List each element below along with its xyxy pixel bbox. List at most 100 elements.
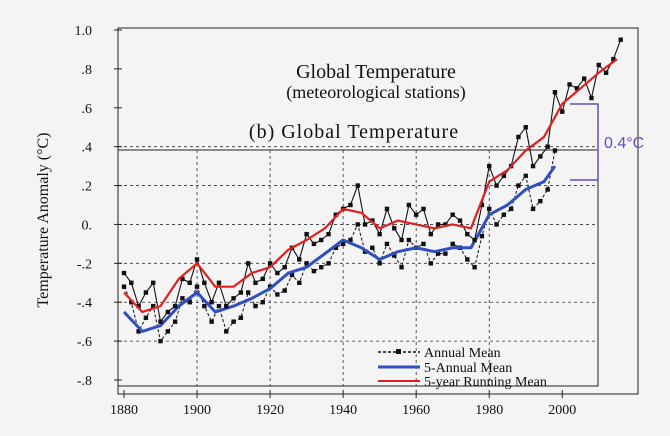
annotation-label: 0.4°C [604, 135, 644, 152]
annual-mean-point [143, 290, 149, 295]
annual-mean-point [392, 226, 397, 231]
annual-mean-point [581, 76, 587, 81]
legend-label-annual: Annual Mean [424, 346, 501, 361]
inset-annual-mean-point [523, 173, 528, 179]
inset-annual-mean-point [311, 268, 317, 274]
y-tick-label: .2 [82, 180, 93, 195]
annual-mean-point [530, 163, 536, 169]
running-mean-line [123, 58, 618, 314]
annual-mean-point [362, 222, 368, 227]
annual-mean-point [231, 296, 236, 301]
annual-mean-point [121, 270, 127, 276]
annual-mean-point [406, 202, 412, 208]
annual-mean-point [209, 300, 214, 305]
annual-mean-point [443, 222, 448, 227]
inset-annual-mean-point [472, 265, 477, 270]
chart-subtitle: (meteorological stations) [286, 82, 465, 103]
y-tick-label: 1.0 [75, 24, 93, 39]
annual-mean-point [136, 303, 141, 309]
annual-mean-point [552, 90, 558, 95]
annual-mean-point [472, 237, 477, 243]
annual-mean-point [516, 134, 521, 140]
inset-annual-mean-point [304, 261, 309, 266]
annual-mean-point [348, 202, 353, 208]
inset-annual-mean-point [377, 261, 382, 266]
inset-annual-mean-point [508, 206, 514, 212]
inset-annual-mean-point [428, 261, 433, 266]
annual-mean-point [384, 206, 390, 212]
y-axis-label: Temperature Anomaly (°C) [35, 133, 52, 308]
inset-annual-mean-point [224, 329, 229, 334]
y-tick-label: .8 [82, 63, 93, 78]
annual-mean-point [589, 95, 594, 101]
annual-mean-point [377, 231, 382, 237]
annual-mean-point [421, 206, 426, 212]
annual-mean-point [245, 261, 251, 266]
inset-plot-frame [117, 149, 599, 387]
inset-annual-mean-point [552, 148, 558, 153]
y-tick-label: -.8 [77, 374, 92, 389]
annual-mean-point [574, 86, 580, 91]
annual-mean-point [501, 173, 507, 179]
annual-mean-point [311, 241, 317, 247]
inset-annual-mean-point [180, 296, 185, 301]
annual-mean-point [202, 280, 207, 285]
annual-mean-point [560, 109, 565, 114]
inset-annual-mean-line [123, 150, 556, 343]
inset-annual-mean-point [348, 237, 353, 243]
y-tick-label: -.4 [77, 296, 92, 311]
annual-mean-point [158, 319, 163, 324]
inset-annual-mean-point [260, 300, 265, 305]
annual-mean-point [450, 212, 455, 217]
inset-annual-mean-point [355, 222, 360, 227]
annual-mean-point [355, 183, 360, 188]
y-tick-label: .6 [82, 102, 93, 117]
annual-mean-point [618, 37, 623, 42]
annual-mean-point [545, 144, 550, 149]
annual-mean-point [216, 280, 222, 285]
inset-annual-mean-point [487, 206, 492, 212]
annual-mean-point [260, 276, 265, 282]
x-tick-label: 1980 [475, 403, 503, 418]
inset-5-annual-mean-line [122, 165, 557, 333]
inset-annual-mean-point [450, 241, 455, 247]
annual-mean-point [129, 280, 134, 285]
inset-annual-mean-point [238, 315, 244, 320]
annual-mean-point [538, 154, 543, 159]
inset-annual-mean-point [326, 261, 331, 266]
inset-annual-mean-point [289, 272, 295, 278]
x-tick-label: 1900 [183, 403, 211, 418]
series-layer [121, 37, 623, 344]
y-tick-label: -.6 [77, 335, 92, 350]
inset-annual-mean-point [465, 257, 470, 262]
annual-mean-point [457, 218, 463, 223]
inset-annual-mean-point [421, 241, 426, 247]
inset-annual-mean-point [216, 303, 222, 309]
x-tick-label: 2000 [548, 403, 576, 418]
y-tick-label: 0. [82, 218, 93, 233]
annual-mean-point [611, 56, 616, 62]
inset-annual-mean-point [136, 329, 141, 334]
annual-mean-point [180, 276, 185, 282]
inset-annual-mean-point [399, 265, 404, 270]
annual-mean-point [435, 222, 441, 227]
inset-annual-mean-point [340, 241, 346, 247]
inset-annual-mean-point [245, 290, 251, 295]
annual-mean-point [413, 212, 419, 217]
annual-mean-point [267, 261, 273, 266]
x-tick-labels: 1880 1900 1920 1940 1960 1980 2000 [110, 390, 576, 418]
inset-annual-mean-point [282, 288, 287, 293]
annual-mean-point [238, 290, 244, 295]
annual-mean-point [319, 237, 324, 243]
annual-mean-point [399, 237, 404, 243]
annual-mean-point [479, 202, 485, 208]
annual-mean-point [487, 163, 492, 169]
x-tick-label: 1940 [329, 403, 357, 418]
x-tick-label: 1960 [402, 403, 430, 418]
inset-annual-mean-point [253, 303, 258, 309]
inset-annual-mean-point [209, 319, 214, 324]
annual-mean-point [326, 231, 331, 237]
inset-annual-mean-point [297, 280, 302, 285]
annual-mean-point [151, 280, 156, 285]
